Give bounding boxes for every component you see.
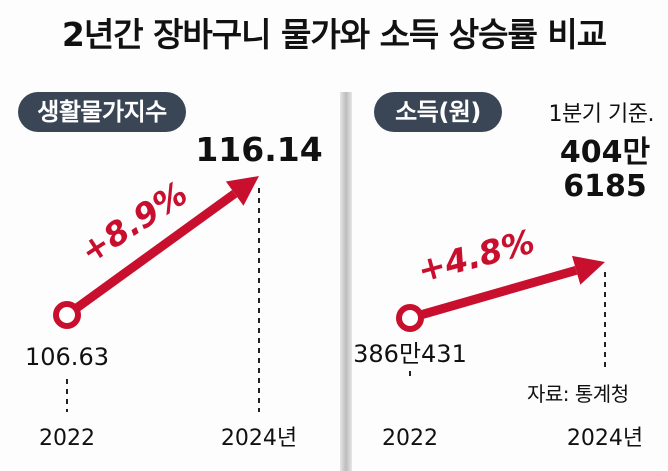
arrow-head-price-index — [225, 176, 259, 206]
source-note: 자료: 통계청 — [527, 382, 629, 406]
panel-divider — [340, 92, 352, 471]
value-label-end-income: 404만 6185 — [560, 135, 651, 204]
value-label-start-price-index: 106.63 — [25, 343, 109, 371]
data-point-start-income — [396, 304, 424, 332]
panel-label-income: 소득(원) — [374, 92, 502, 132]
value-label-start-income: 386만431 — [353, 340, 467, 368]
value-label-end-price-index: 116.14 — [195, 130, 322, 169]
x-tick-label-price-index-1: 2024년 — [221, 426, 297, 451]
series-line-price-index — [64, 189, 238, 319]
change-label-price-index: +8.9% — [73, 174, 194, 272]
data-point-start-price-index — [53, 301, 81, 329]
basis-note: 1분기 기준. — [548, 102, 655, 127]
change-label-income: +4.8% — [413, 222, 538, 291]
chart-title: 2년간 장바구니 물가와 소득 상승률 비교 — [61, 15, 607, 54]
x-tick-label-income-1: 2024년 — [567, 426, 643, 451]
arrow-head-income — [572, 255, 605, 285]
series-line-income — [408, 265, 578, 323]
x-tick-label-income-0: 2022 — [382, 426, 438, 451]
x-tick-label-price-index-0: 2022 — [39, 426, 95, 451]
panel-label-price-index: 생활물가지수 — [18, 92, 186, 132]
